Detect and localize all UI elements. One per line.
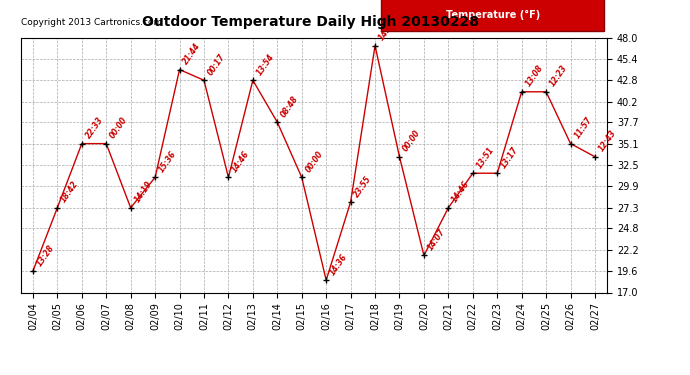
Text: 00:00: 00:00 [304,149,325,174]
Text: 15:36: 15:36 [157,149,178,174]
Text: 14:18: 14:18 [377,18,398,42]
Text: 14:19: 14:19 [132,180,154,204]
Text: Temperature (°F): Temperature (°F) [446,9,540,20]
Text: 13:17: 13:17 [499,145,520,170]
Text: 13:28: 13:28 [35,243,56,268]
Text: 14:07: 14:07 [426,227,447,252]
Text: Outdoor Temperature Daily High 20130228: Outdoor Temperature Daily High 20130228 [142,15,479,29]
Text: 14:46: 14:46 [230,149,252,174]
Text: Copyright 2013 Cartronics.com: Copyright 2013 Cartronics.com [21,18,162,27]
FancyBboxPatch shape [382,0,604,31]
Text: 00:17: 00:17 [206,52,227,77]
Text: 12:23: 12:23 [548,64,569,88]
Text: 08:48: 08:48 [279,94,300,119]
Text: 14:36: 14:36 [328,252,349,277]
Text: 00:00: 00:00 [108,116,129,140]
Text: 11:57: 11:57 [573,116,593,140]
Text: 21:44: 21:44 [181,42,203,66]
Text: 18:42: 18:42 [59,180,81,204]
Text: 14:46: 14:46 [451,180,471,204]
Text: 22:33: 22:33 [83,116,105,140]
Text: 13:51: 13:51 [475,145,496,170]
Text: 12:43: 12:43 [597,129,618,153]
Text: 13:08: 13:08 [524,64,545,88]
Text: 23:55: 23:55 [353,174,374,199]
Text: 00:00: 00:00 [402,129,422,153]
Text: 13:54: 13:54 [255,52,276,77]
